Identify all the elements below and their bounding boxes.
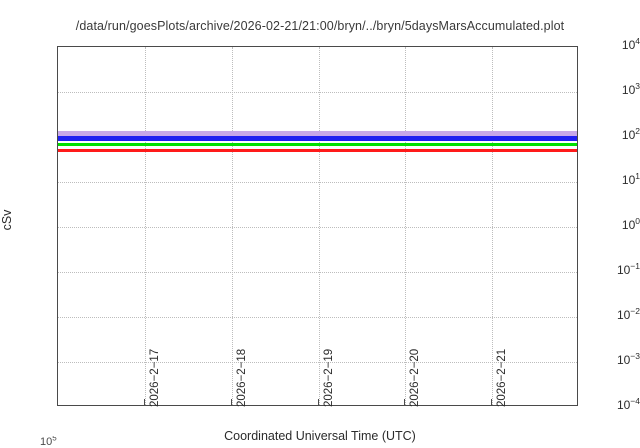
- series-green-band: [58, 143, 577, 147]
- gridline-vertical: [231, 47, 233, 405]
- x-axis-label: Coordinated Universal Time (UTC): [224, 429, 416, 443]
- y-tick-label: 102: [621, 126, 640, 142]
- y-tick-label: 101: [621, 171, 640, 187]
- gridline-horizontal: [58, 317, 577, 318]
- x-tick-label: 2026−2−17: [148, 348, 161, 407]
- y-tick-label: 100: [621, 216, 640, 232]
- gridline-vertical: [492, 47, 494, 405]
- gridline-horizontal: [58, 272, 577, 273]
- clipped-tick-glyph: 105: [40, 436, 57, 447]
- gridline-horizontal: [58, 92, 577, 93]
- x-tick-mark: [491, 399, 493, 406]
- x-tick-mark: [317, 399, 319, 406]
- gridline-horizontal: [58, 182, 577, 183]
- x-tick-mark: [143, 399, 145, 406]
- y-tick-label: 10−2: [616, 306, 640, 322]
- y-tick-label: 103: [621, 81, 640, 97]
- series-violet-band: [58, 130, 577, 138]
- x-tick-label: 2026−2−20: [409, 348, 422, 407]
- x-tick-mark: [230, 399, 232, 406]
- x-tick-label: 2026−2−18: [235, 348, 248, 407]
- x-tick-label: 2026−2−19: [322, 348, 335, 407]
- y-tick-label: 104: [621, 36, 640, 52]
- x-tick-mark: [404, 399, 406, 406]
- x-tick-label: 2026−2−21: [496, 348, 509, 407]
- y-tick-label: 10−1: [616, 261, 640, 277]
- page-title: /data/run/goesPlots/archive/2026-02-21/2…: [75, 19, 565, 33]
- series-red-band: [58, 149, 577, 153]
- y-axis-label: cSv: [0, 209, 14, 231]
- gridline-horizontal: [58, 362, 577, 363]
- y-tick-label: 10−4: [616, 396, 640, 412]
- y-tick-label: 10−3: [616, 351, 640, 367]
- series-blue-band: [58, 135, 577, 141]
- gridline-vertical: [144, 47, 146, 405]
- gridline-horizontal: [58, 227, 577, 228]
- gridline-vertical: [318, 47, 320, 405]
- gridline-vertical: [405, 47, 407, 405]
- plot-area: [57, 46, 578, 406]
